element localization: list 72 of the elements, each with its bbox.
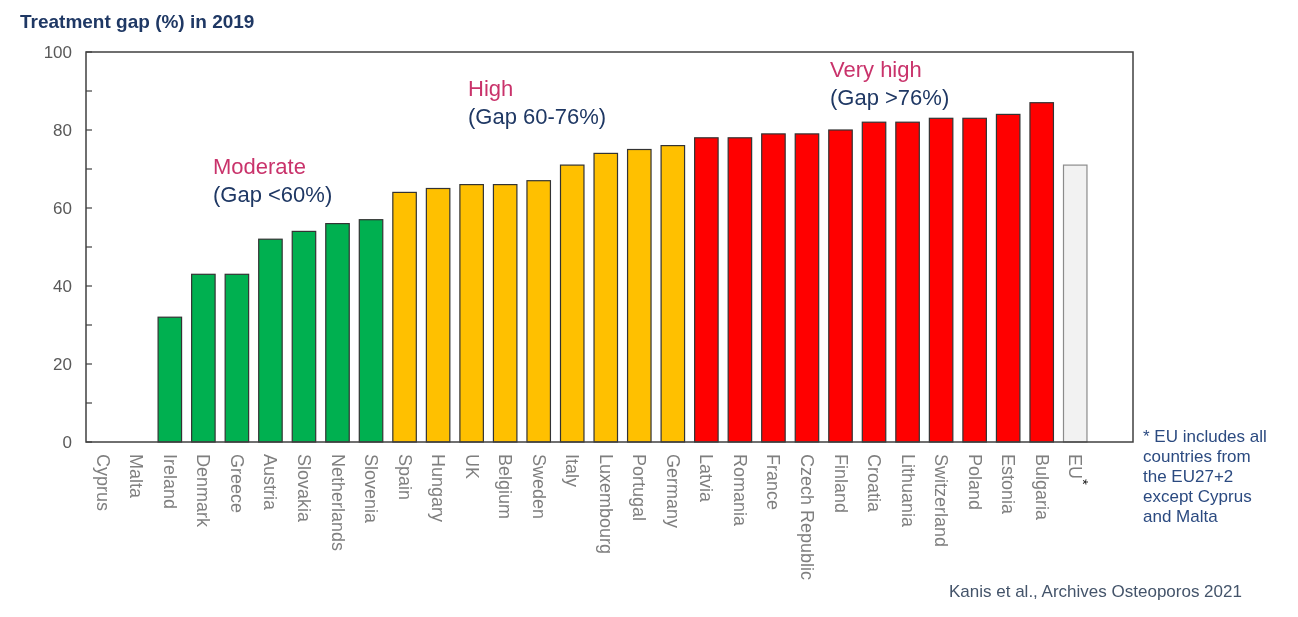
x-tick-label: Sweden — [528, 454, 549, 520]
bar — [593, 152, 619, 443]
x-tick-label: Czech Republic — [796, 454, 817, 581]
annotation: Very high — [830, 57, 922, 82]
x-tick-label: Latvia — [696, 454, 717, 504]
bar — [224, 273, 250, 443]
x-tick-label: Germany — [662, 454, 683, 529]
bar — [660, 145, 686, 443]
x-tick-label: Cyprus — [92, 454, 113, 512]
bar — [291, 230, 317, 443]
bar — [526, 180, 552, 443]
x-tick-label: Bulgaria — [1031, 454, 1052, 522]
bar — [258, 238, 283, 443]
text: * EU includes all countries from the EU27+2 except Cyprus and Malta — [1143, 427, 1267, 526]
x-tick-label: Estonia — [998, 454, 1019, 516]
y-tick-label: 20 — [53, 354, 72, 374]
bar — [928, 117, 954, 443]
annotation: High — [468, 76, 514, 101]
x-tick-label: Hungary — [428, 454, 449, 523]
bar — [694, 137, 719, 443]
x-tick-label: Croatia — [864, 454, 885, 514]
x-tick-label: UK — [461, 454, 482, 480]
x-tick-label: Switzerland — [931, 454, 952, 548]
bar — [895, 121, 920, 443]
x-tick-label: Slovakia — [293, 454, 314, 524]
y-tick-label: 80 — [53, 120, 72, 140]
bar — [794, 133, 820, 443]
x-tick-label: Malta — [126, 454, 147, 499]
bar — [828, 129, 853, 443]
x-tick-label: Belgium — [495, 454, 516, 520]
x-tick-label: Luxembourg — [595, 454, 616, 555]
bar — [325, 223, 350, 443]
bar — [626, 148, 652, 443]
x-tick-label: Romania — [729, 454, 750, 528]
x-tick-label: Netherlands — [327, 454, 348, 552]
bar — [392, 191, 417, 443]
bar — [425, 187, 451, 443]
bar — [358, 219, 384, 443]
y-tick-label: 40 — [53, 276, 72, 296]
bar — [962, 117, 987, 443]
x-tick-label: Poland — [964, 454, 985, 511]
bar — [995, 113, 1021, 443]
y-tick-label: 0 — [62, 432, 72, 452]
text: Kanis et al., Archives Osteoporos 2021 — [949, 582, 1242, 601]
x-tick-label: Portugal — [629, 454, 650, 522]
x-tick-label: Lithuania — [897, 454, 918, 529]
y-tick-label: 60 — [53, 198, 72, 218]
bar — [191, 273, 216, 443]
bar — [157, 316, 183, 443]
annotation: (Gap >76%) — [830, 85, 950, 110]
x-tick-label: Austria — [260, 454, 281, 512]
x-tick-label: Greece — [226, 454, 247, 514]
bar — [861, 121, 887, 443]
bar — [1062, 164, 1088, 443]
x-tick-label: Denmark — [193, 454, 214, 529]
x-tick-label: Ireland — [159, 454, 180, 510]
annotation: (Gap 60-76%) — [468, 104, 607, 129]
x-tick-label: Italy — [562, 454, 583, 488]
x-tick-label: Finland — [830, 454, 851, 514]
bar — [492, 184, 518, 443]
bar — [459, 184, 484, 443]
annotation: (Gap <60%) — [213, 182, 333, 207]
y-tick-label: 100 — [43, 42, 72, 62]
bar — [761, 133, 786, 443]
bar — [559, 164, 585, 443]
chart-title: Treatment gap (%) in 2019 — [20, 11, 255, 32]
annotation: Moderate — [213, 154, 306, 179]
bar — [1029, 102, 1055, 443]
x-tick-label: France — [763, 454, 784, 511]
x-tick-label: Spain — [394, 454, 415, 501]
bar — [727, 137, 753, 443]
x-tick-label: Slovenia — [361, 454, 382, 525]
